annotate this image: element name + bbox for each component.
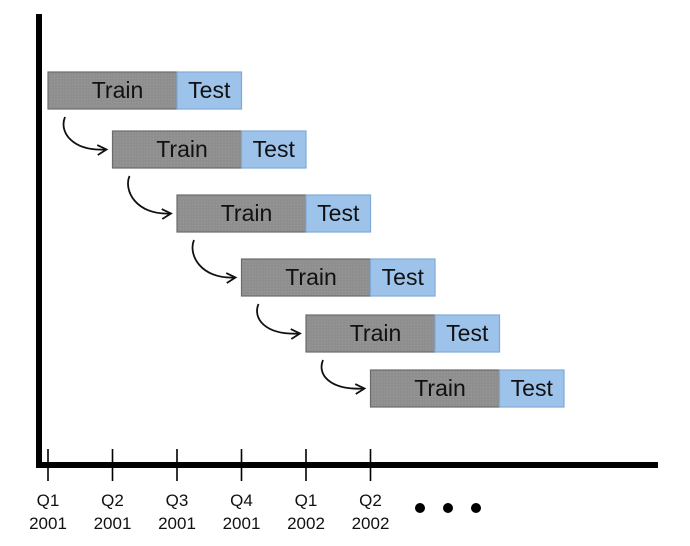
window-4: Train Test (240, 258, 436, 297)
tick-label-quarter: Q4 (230, 491, 253, 510)
tick-label-quarter: Q2 (101, 491, 124, 510)
window-6: Train Test (369, 369, 565, 408)
tick-label-quarter: Q3 (166, 491, 189, 510)
train-block (240, 258, 372, 297)
test-label: Test (253, 136, 296, 162)
test-label: Test (317, 200, 360, 226)
test-block (240, 130, 307, 169)
x-axis-ticks: Q1 2001 Q2 2001 Q3 2001 Q4 2001 Q1 2002 Q2 2002 (29, 449, 389, 533)
roll-forward-arrow (127, 175, 173, 220)
window-2: Train Test (111, 130, 307, 169)
tick-label-year: 2001 (29, 514, 67, 533)
train-label: Train (414, 375, 466, 401)
test-block (434, 314, 501, 353)
train-block (305, 314, 436, 353)
window-5: Train Test (305, 314, 501, 353)
tick-label-year: 2001 (223, 514, 261, 533)
train-label: Train (285, 264, 337, 290)
test-block (305, 194, 372, 233)
ellipsis-dot (471, 503, 481, 513)
tick-label-quarter: Q1 (295, 491, 318, 510)
test-block (176, 71, 243, 110)
roll-forward-arrow (320, 359, 367, 395)
test-block (498, 369, 565, 408)
test-label: Test (446, 320, 489, 346)
train-label: Train (350, 320, 402, 346)
train-label: Train (156, 136, 208, 162)
window-1: Train Test (47, 71, 243, 110)
train-block (47, 71, 178, 110)
roll-forward-arrow (256, 303, 302, 340)
roll-forward-arrow (191, 239, 238, 284)
test-label: Test (188, 77, 231, 103)
train-block (369, 369, 501, 408)
test-block (369, 258, 436, 297)
ellipsis-dot (443, 503, 453, 513)
tick-label-year: 2001 (158, 514, 196, 533)
roll-forward-arrow (62, 116, 109, 156)
roll-forward-arrows (62, 116, 367, 395)
train-label: Train (221, 200, 273, 226)
tick-label-quarter: Q1 (37, 491, 60, 510)
continuation-ellipsis (415, 503, 481, 513)
tick-label-quarter: Q2 (359, 491, 382, 510)
axes (36, 14, 658, 468)
test-label: Test (382, 264, 425, 290)
window-3: Train Test (176, 194, 372, 233)
tick-label-year: 2001 (94, 514, 132, 533)
train-label: Train (92, 77, 144, 103)
test-label: Test (511, 375, 554, 401)
tick-label-year: 2002 (287, 514, 325, 533)
tick-label-year: 2002 (352, 514, 390, 533)
ellipsis-dot (415, 503, 425, 513)
